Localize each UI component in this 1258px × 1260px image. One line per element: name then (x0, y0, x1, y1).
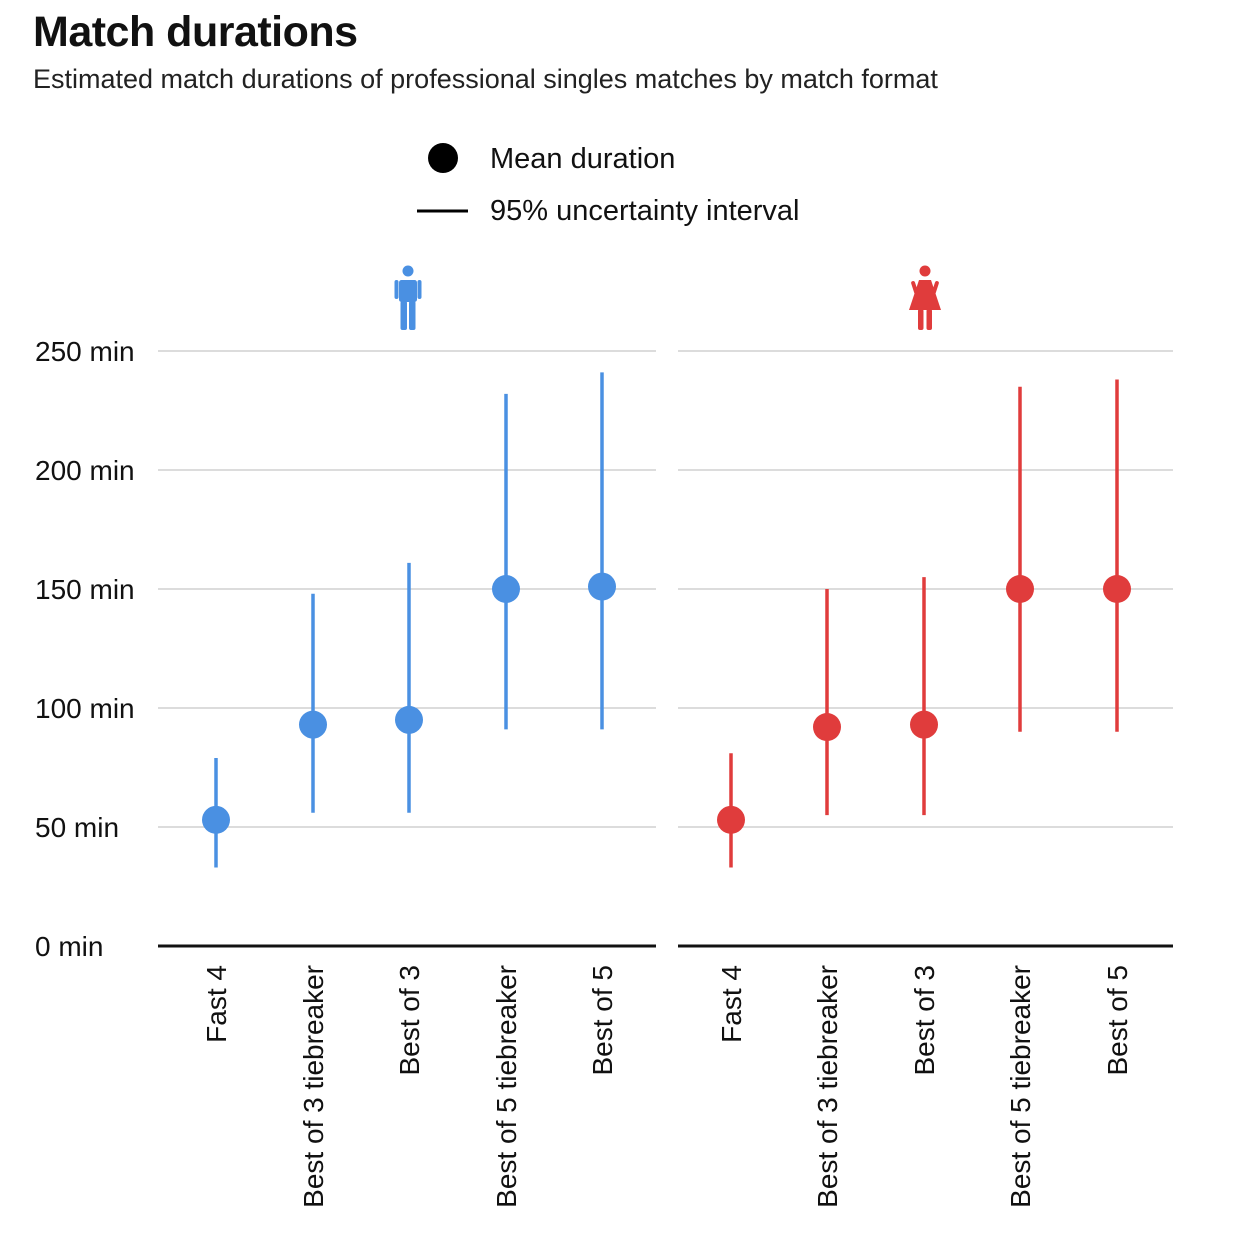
legend-mean-label: Mean duration (490, 143, 675, 175)
y-tick-label: 250 min (35, 336, 135, 367)
y-tick-label: 50 min (35, 812, 119, 843)
x-tick-label: Fast 4 (716, 965, 747, 1043)
mean-point (299, 710, 327, 739)
x-tick-label: Best of 3 (394, 965, 425, 1076)
men-panel: Fast 4 Best of 3 tiebreaker Best of 3 Best … (158, 350, 656, 1208)
woman-icon (909, 265, 941, 330)
x-tick-label: Best of 3 tiebreaker (812, 965, 843, 1208)
y-tick-label: 100 min (35, 693, 135, 724)
y-tick-label: 200 min (35, 455, 135, 486)
mean-point (717, 805, 745, 834)
x-tick-label: Best of 5 (587, 965, 618, 1076)
mean-point (492, 575, 520, 603)
mean-point (1006, 575, 1034, 603)
x-tick-label: Best of 3 tiebreaker (298, 965, 329, 1208)
y-tick-label: 150 min (35, 574, 135, 605)
chart-title: Match durations (33, 8, 358, 56)
mean-point (202, 805, 230, 834)
mean-point (813, 713, 841, 742)
x-tick-label: Best of 5 (1102, 965, 1133, 1076)
legend: Mean duration 95% uncertainty interval (417, 143, 800, 227)
x-tick-label: Best of 3 (909, 965, 940, 1076)
chart-subtitle: Estimated match durations of professiona… (33, 64, 938, 94)
mean-point (395, 705, 423, 734)
women-panel: Fast 4 Best of 3 tiebreaker Best of 3 Best … (678, 350, 1173, 1208)
y-tick-label: 0 min (35, 931, 103, 962)
x-tick-label: Best of 5 tiebreaker (491, 965, 522, 1208)
man-icon (394, 265, 422, 330)
x-tick-label: Fast 4 (201, 965, 232, 1043)
mean-point (588, 572, 616, 601)
mean-point (1103, 575, 1131, 603)
x-tick-label: Best of 5 tiebreaker (1005, 965, 1036, 1208)
y-axis-ticks: 0 min 50 min 100 min 150 min 200 min 250 min (35, 336, 135, 962)
legend-mean-marker (428, 143, 458, 173)
mean-point (910, 710, 938, 739)
legend-interval-label: 95% uncertainty interval (490, 195, 800, 227)
